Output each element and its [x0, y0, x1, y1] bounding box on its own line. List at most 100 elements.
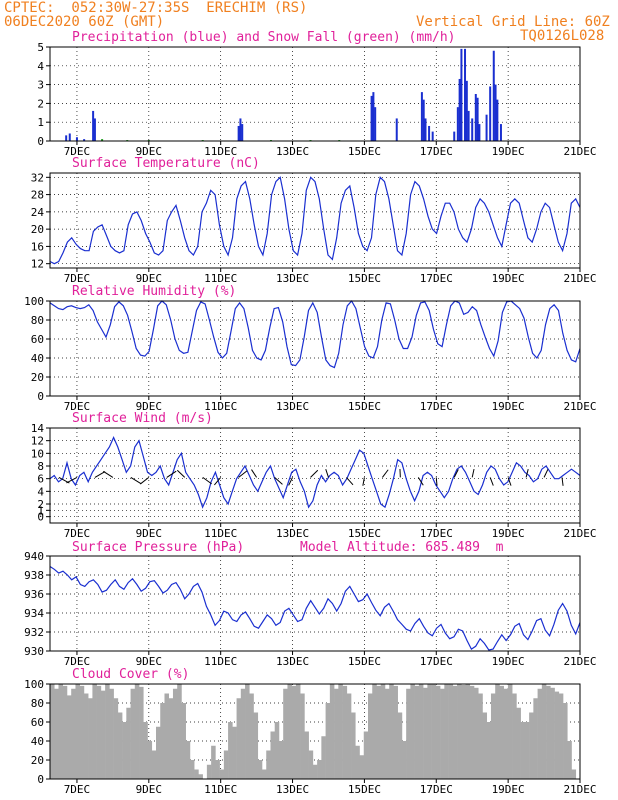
cloud-bar: [105, 684, 110, 779]
wind-arrow: [288, 477, 293, 486]
wind-xtick-label: 15DEC: [348, 527, 381, 540]
precip-bar: [241, 124, 244, 141]
cloud-title: Cloud Cover (%): [72, 667, 190, 682]
cloud-bar: [168, 698, 174, 779]
wind-series-line: [49, 436, 581, 509]
cloud-bar: [211, 745, 216, 779]
wind-arrow: [471, 468, 475, 478]
cloud-xtick-label: 15DEC: [348, 783, 381, 796]
pressure-ytick-label: 930: [24, 645, 44, 658]
humidity-frame: [49, 300, 581, 397]
precip-xtick-label: 19DEC: [492, 145, 525, 158]
temperature-xtick-label: 11DEC: [204, 272, 237, 285]
cloud-bar: [206, 764, 212, 779]
cloud-bar: [181, 703, 186, 779]
precip-bar: [428, 125, 431, 141]
cloud-bar: [321, 736, 326, 779]
wind-arrow: [238, 470, 248, 478]
cloud-bar: [346, 693, 352, 779]
cloud-bar: [274, 722, 280, 779]
temp-title: Surface Temperature (nC): [72, 156, 260, 171]
precip-bar: [458, 78, 461, 141]
cloud-bar: [334, 688, 339, 779]
cloud-bar: [92, 684, 97, 779]
cloud-bar: [546, 685, 551, 779]
humidity-xtick-label: 7DEC: [64, 400, 91, 413]
cloud-bar: [75, 684, 80, 779]
humidity-xtick-label: 9DEC: [136, 400, 163, 413]
precip-bar: [496, 99, 499, 141]
cloud-bar: [554, 691, 560, 779]
wind-title: Surface Wind (m/s): [72, 411, 213, 426]
cloud-bar: [189, 760, 195, 779]
cloud-bar: [533, 698, 538, 779]
cloud-bar: [355, 745, 360, 779]
cloud-bar: [100, 690, 106, 779]
precip-bar: [478, 124, 481, 141]
cloud-bar: [474, 687, 479, 779]
wind-ytick-label: 6: [37, 473, 44, 486]
humidity-xtick-label: 19DEC: [492, 400, 525, 413]
humidity-ytick-label: 60: [31, 333, 44, 346]
pressure-ytick-label: 936: [24, 588, 44, 601]
wind-arrow: [66, 476, 78, 484]
cloud-bar: [304, 731, 309, 779]
cloud-bar: [393, 685, 398, 779]
temperature-xtick-label: 9DEC: [136, 272, 163, 285]
cloud-bar: [300, 693, 305, 779]
wind-xtick-label: 19DEC: [492, 527, 525, 540]
cloud-ytick-label: 20: [31, 754, 44, 767]
temperature-xtick-label: 7DEC: [64, 272, 91, 285]
precip-bar: [465, 80, 468, 141]
wind-ytick-label: 1: [37, 504, 44, 517]
precip-xtick-label: 11DEC: [204, 145, 237, 158]
wind-arrow: [435, 477, 438, 486]
cloud-bar: [160, 703, 165, 779]
cloud-bar: [96, 685, 102, 779]
precip-xtick-label: 9DEC: [136, 145, 163, 158]
precip-bar: [460, 48, 463, 141]
pressure-xtick-label: 21DEC: [563, 655, 596, 668]
cloud-bar: [461, 684, 466, 779]
cloud-bar: [516, 707, 521, 779]
wind-arrow: [507, 477, 512, 486]
cloud-bar: [435, 685, 441, 779]
precip-bar: [456, 107, 459, 141]
cloud-bar: [427, 684, 432, 779]
humidity-ytick-label: 0: [37, 390, 44, 403]
humidity-series-line: [49, 299, 581, 369]
humidity-xtick-label: 13DEC: [276, 400, 309, 413]
pressure-title: Surface Pressure (hPa): [72, 540, 245, 555]
cloud-bar: [312, 764, 318, 779]
precip-bar: [92, 110, 95, 141]
cloud-bar: [452, 685, 458, 779]
cloud-bar: [58, 684, 64, 779]
precip-bar: [83, 139, 86, 141]
cloud-bar: [215, 760, 220, 779]
cloud-ytick-label: 80: [31, 697, 44, 710]
cloud-bar: [499, 685, 504, 779]
cloud-xtick-label: 9DEC: [136, 783, 163, 796]
pressure-xtick-label: 7DEC: [64, 655, 91, 668]
precip-bar: [474, 94, 477, 141]
cloud-bar: [389, 684, 394, 779]
pressure-xtick-label: 19DEC: [492, 655, 525, 668]
wind-xtick-label: 11DEC: [204, 527, 237, 540]
cloud-bar: [478, 693, 483, 779]
cloud-xtick-label: 13DEC: [276, 783, 309, 796]
cloud-bar: [414, 685, 420, 779]
wind-arrow: [453, 469, 459, 478]
temperature-ytick-label: 32: [31, 171, 44, 184]
cloud-bar: [325, 703, 331, 779]
precip-bar: [395, 118, 398, 141]
cloud-bar: [342, 685, 348, 779]
pressure-xtick-label: 11DEC: [204, 655, 237, 668]
wind-arrow: [310, 469, 319, 478]
humidity-ytick-label: 100: [24, 295, 44, 308]
precip-bar: [237, 125, 240, 141]
cloud-bar: [431, 684, 437, 779]
wind-ytick-label: 0: [37, 511, 44, 524]
header-station: CPTEC: 052:30W-27:35S ERECHIM (RS): [4, 0, 308, 16]
wind-arrow: [346, 477, 354, 486]
humidity-ytick-label: 80: [31, 314, 44, 327]
